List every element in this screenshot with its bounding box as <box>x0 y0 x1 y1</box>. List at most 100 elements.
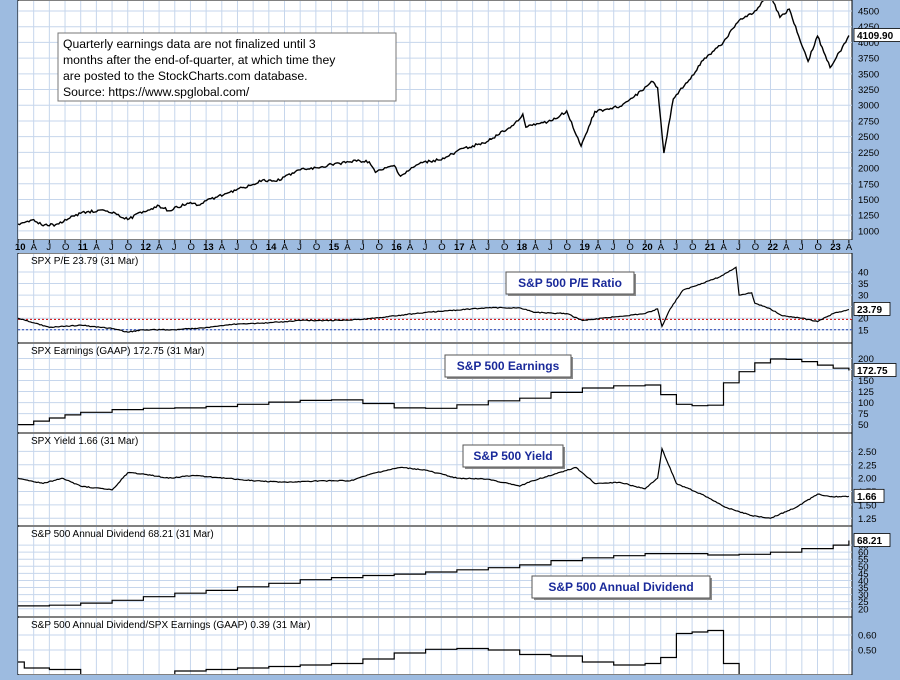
plot-area-yield <box>18 434 852 525</box>
info-note-line: are posted to the StockCharts.com databa… <box>63 69 308 83</box>
y-tick-label-price: 1500 <box>858 195 879 206</box>
callout-label-yield: S&P 500 Yield <box>473 449 552 463</box>
y-tick-label-earnings: 100 <box>858 398 874 409</box>
x-tick-label: J <box>548 242 553 253</box>
callout-box-yield <box>462 444 564 468</box>
x-tick-label: 14 <box>266 242 277 253</box>
x-tick-label: O <box>250 242 257 253</box>
x-tick-label: 16 <box>391 242 402 253</box>
x-tick-label: 13 <box>203 242 214 253</box>
x-tick-label: A <box>156 242 163 253</box>
y-tick-label-pe: 35 <box>858 279 869 290</box>
x-tick-label: J <box>46 242 51 253</box>
panel-payout: 0.50 0.60 S&P 500 Annual Dividend/SPX Earn… <box>0 616 900 676</box>
panel-dividend: 20253035404550556065S&P 500 Annual Divid… <box>0 525 900 618</box>
y-tick-label-yield: 2.25 <box>858 460 877 471</box>
y-tick-label-price: 2500 <box>858 132 879 143</box>
x-tick-label: O <box>501 242 508 253</box>
x-tick-label: O <box>689 242 696 253</box>
callout-label-pe: S&P 500 P/E Ratio <box>518 276 622 290</box>
panel-legend-pe: SPX P/E 23.79 (31 Mar) <box>31 256 138 267</box>
x-tick-label: A <box>344 242 351 253</box>
x-tick-label: A <box>219 242 226 253</box>
last-value-label-dividend: 68.21 <box>857 536 882 547</box>
x-tick-label: A <box>93 242 100 253</box>
info-note-line: months after the end-of-quarter, at whic… <box>63 53 336 67</box>
y-tick-label-yield: 1.25 <box>858 514 877 525</box>
y-tick-label-yield: 1.50 <box>858 500 877 511</box>
last-value-box-price <box>853 28 900 42</box>
x-tick-label: A <box>783 242 790 253</box>
info-note: Quarterly earnings data are not finalize… <box>57 32 397 102</box>
series-line-payout <box>18 629 740 674</box>
last-value-box-pe <box>853 302 891 316</box>
y-tick-label-price: 3250 <box>858 85 879 96</box>
y-tick-label-dividend: 50 <box>858 562 869 573</box>
x-tick-label: J <box>360 242 365 253</box>
y-tick-label-earnings: 125 <box>858 387 874 398</box>
panel-frame-pe <box>17 252 853 344</box>
x-tick-label: A <box>846 242 853 253</box>
x-tick-label: J <box>172 242 177 253</box>
y-tick-label-yield: 2.50 <box>858 447 877 458</box>
x-tick-label: 23 <box>830 242 841 253</box>
series-line-earnings <box>18 358 850 426</box>
y-tick-label-dividend: 25 <box>858 597 869 608</box>
y-tick-label-earnings: 200 <box>858 354 874 365</box>
x-tick-label: 18 <box>517 242 528 253</box>
x-tick-label: A <box>658 242 665 253</box>
callout-box-dividend <box>531 575 711 599</box>
y-tick-label-payout: 0.50 <box>858 646 877 657</box>
last-value-box-yield <box>853 488 885 503</box>
x-tick-label: J <box>109 242 114 253</box>
x-tick-label: 10 <box>15 242 26 253</box>
x-tick-label: J <box>234 242 239 253</box>
y-tick-label-price: 3750 <box>858 54 879 65</box>
series-line-pe <box>18 266 850 333</box>
y-tick-label-dividend: 30 <box>858 590 869 601</box>
y-tick-label-price: 2750 <box>858 116 879 127</box>
y-tick-label-earnings: 75 <box>858 409 869 420</box>
plot-area-dividend <box>18 527 852 616</box>
x-tick-label: 19 <box>579 242 590 253</box>
y-tick-label-price: 1250 <box>858 211 879 222</box>
plot-area-earnings <box>18 344 852 432</box>
x-tick-label: A <box>532 242 539 253</box>
y-tick-label-price: 2250 <box>858 148 879 159</box>
info-note-line: Quarterly earnings data are not finalize… <box>63 37 316 51</box>
panel-frame-earnings <box>17 342 853 434</box>
y-tick-label-earnings: 50 <box>858 420 869 431</box>
y-tick-label-pe: 40 <box>858 267 869 278</box>
x-tick-label: J <box>736 242 741 253</box>
y-tick-label-price: 4000 <box>858 38 879 49</box>
y-tick-label-dividend: 55 <box>858 555 869 566</box>
x-axis: 10 A J O 11 A J O 12 A J O 13 A J O 14 A J O 15 A J O 16 A J O 17 A J O… <box>0 240 900 253</box>
x-tick-label: O <box>62 242 69 253</box>
panel-frame-yield <box>17 432 853 527</box>
x-tick-label: O <box>313 242 320 253</box>
x-tick-label: O <box>376 242 383 253</box>
x-tick-label: J <box>423 242 428 253</box>
y-tick-label-price: 1750 <box>858 179 879 190</box>
series-line-yield <box>18 446 850 519</box>
y-tick-label-earnings: 150 <box>858 376 874 387</box>
panel-frame-payout <box>17 616 853 676</box>
y-tick-label-payout: 0.60 <box>858 631 877 642</box>
y-tick-label-pe: 20 <box>858 314 869 325</box>
callout-box-pe <box>505 271 635 295</box>
y-tick-label-price: 4250 <box>858 22 879 33</box>
plot-area-payout <box>18 618 852 674</box>
x-tick-label: A <box>407 242 414 253</box>
x-tick-label: 11 <box>78 242 89 253</box>
x-tick-label: O <box>626 242 633 253</box>
last-value-label-pe: 23.79 <box>857 305 882 316</box>
x-tick-label: O <box>752 242 759 253</box>
panel-pe: 152025303540SPX P/E 23.79 (31 Mar)23.79S… <box>0 252 900 344</box>
panel-earnings: 5075100125150175200SPX Earnings (GAAP) 1… <box>0 342 900 434</box>
x-tick-label: J <box>297 242 302 253</box>
x-tick-label: 20 <box>642 242 653 253</box>
y-tick-label-dividend: 60 <box>858 548 869 559</box>
